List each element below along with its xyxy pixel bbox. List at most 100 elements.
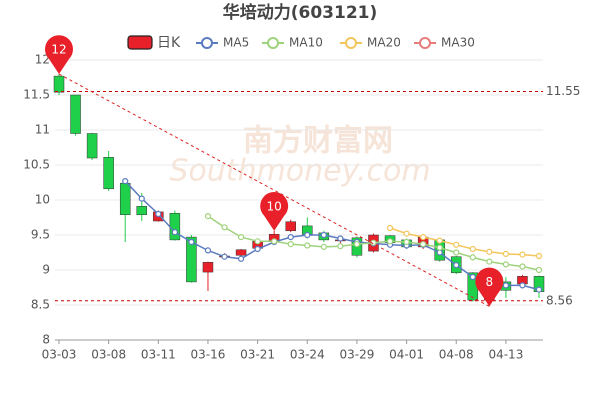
y-tick-label: 11 bbox=[35, 123, 50, 137]
y-tick-label: 12 bbox=[35, 53, 50, 67]
ma-point bbox=[337, 243, 344, 250]
marker-label: 8 bbox=[486, 275, 494, 289]
x-tick-label: 04-01 bbox=[389, 348, 424, 362]
legend-label: MA10 bbox=[289, 36, 323, 50]
ma-point bbox=[204, 247, 212, 254]
ma-point bbox=[535, 252, 543, 260]
candle-body bbox=[202, 262, 214, 273]
ma-point bbox=[287, 241, 294, 248]
marker-pin bbox=[44, 35, 74, 74]
ma-point bbox=[188, 238, 195, 246]
ma-point bbox=[138, 195, 145, 202]
ma-point bbox=[453, 262, 460, 269]
legend-label: MA20 bbox=[367, 36, 401, 50]
marker-label: 12 bbox=[51, 43, 66, 57]
x-tick-label: 03-29 bbox=[339, 348, 374, 362]
watermark: 南方财富网 bbox=[243, 124, 393, 159]
legend-icon bbox=[419, 37, 431, 49]
ma-point bbox=[155, 210, 162, 218]
ma-point bbox=[254, 245, 261, 253]
ma-line bbox=[389, 227, 540, 257]
ma-point bbox=[386, 238, 394, 245]
x-tick-label: 03-11 bbox=[141, 348, 176, 362]
legend-icon bbox=[127, 35, 153, 50]
ma-point bbox=[535, 286, 543, 293]
candle-body bbox=[103, 157, 114, 190]
ma-point bbox=[237, 234, 245, 241]
ma-point bbox=[254, 238, 261, 245]
ma-point bbox=[469, 273, 476, 281]
marker-pin bbox=[260, 192, 289, 231]
ma-point bbox=[502, 261, 509, 268]
ma-point bbox=[436, 237, 443, 244]
x-tick-label: 03-24 bbox=[290, 348, 325, 362]
ma-point bbox=[271, 238, 278, 245]
legend-label: MA5 bbox=[223, 36, 249, 50]
ma-point bbox=[486, 248, 493, 255]
ma-point bbox=[386, 224, 394, 232]
x-tick-label: 04-13 bbox=[488, 348, 523, 362]
y-tick-label: 11.5 bbox=[23, 88, 50, 102]
ma-point bbox=[502, 282, 509, 289]
x-tick-label: 03-16 bbox=[191, 348, 226, 362]
ma-point bbox=[304, 231, 311, 239]
ma-point bbox=[420, 241, 427, 248]
x-tick-label: 03-08 bbox=[91, 348, 126, 362]
legend-label: MA30 bbox=[441, 36, 475, 50]
candle-body bbox=[86, 133, 98, 159]
y-tick-label: 8.5 bbox=[31, 298, 50, 312]
ma-point bbox=[204, 213, 212, 220]
watermark: Southmoney.com bbox=[169, 154, 430, 189]
ma-point bbox=[337, 235, 344, 242]
level-label: 11.55 bbox=[546, 84, 580, 98]
legend-icon bbox=[201, 37, 213, 49]
ma-point bbox=[237, 255, 245, 262]
candle-body bbox=[169, 213, 181, 241]
marker-pin bbox=[475, 267, 504, 307]
ma-point bbox=[221, 253, 228, 260]
ma-point bbox=[469, 254, 476, 261]
legend-icon bbox=[267, 37, 279, 49]
ma-point bbox=[304, 242, 311, 249]
ma-point bbox=[453, 249, 460, 256]
y-tick-label: 9.5 bbox=[31, 228, 50, 242]
ma-point bbox=[535, 266, 543, 274]
candle-body bbox=[186, 236, 197, 283]
ma-point bbox=[502, 250, 509, 257]
ma-point bbox=[171, 229, 178, 236]
ma-point bbox=[436, 244, 443, 251]
ma-point bbox=[519, 282, 526, 289]
legend-icon bbox=[345, 37, 357, 49]
legend-label: 日K bbox=[157, 35, 181, 51]
ma-point bbox=[122, 178, 129, 185]
level-label: 8.56 bbox=[546, 293, 573, 307]
y-tick-label: 9 bbox=[42, 263, 50, 277]
ma-point bbox=[436, 249, 443, 256]
x-tick-label: 03-03 bbox=[42, 348, 77, 362]
candle-body bbox=[70, 94, 81, 134]
x-tick-label: 03-21 bbox=[240, 348, 275, 362]
ma-point bbox=[320, 243, 327, 250]
x-tick-label: 04-08 bbox=[439, 348, 474, 362]
candle-body bbox=[285, 221, 296, 232]
ma-point bbox=[420, 234, 427, 241]
candle-body bbox=[136, 206, 148, 215]
ma-point bbox=[403, 238, 410, 246]
ma-point bbox=[287, 234, 294, 241]
y-tick-label: 10 bbox=[35, 193, 50, 207]
candle-body bbox=[53, 75, 65, 93]
ma-point bbox=[486, 258, 493, 265]
ma-point bbox=[221, 224, 228, 231]
candle-body bbox=[119, 182, 131, 215]
ma-point bbox=[453, 241, 460, 248]
ma-point bbox=[519, 251, 526, 258]
candle-body bbox=[235, 249, 247, 256]
ma-point bbox=[469, 245, 476, 253]
y-tick-label: 8 bbox=[42, 333, 50, 347]
y-tick-label: 10.5 bbox=[23, 158, 50, 172]
ma-point bbox=[353, 241, 361, 248]
marker-label: 10 bbox=[267, 199, 282, 213]
ma-point bbox=[403, 230, 410, 237]
